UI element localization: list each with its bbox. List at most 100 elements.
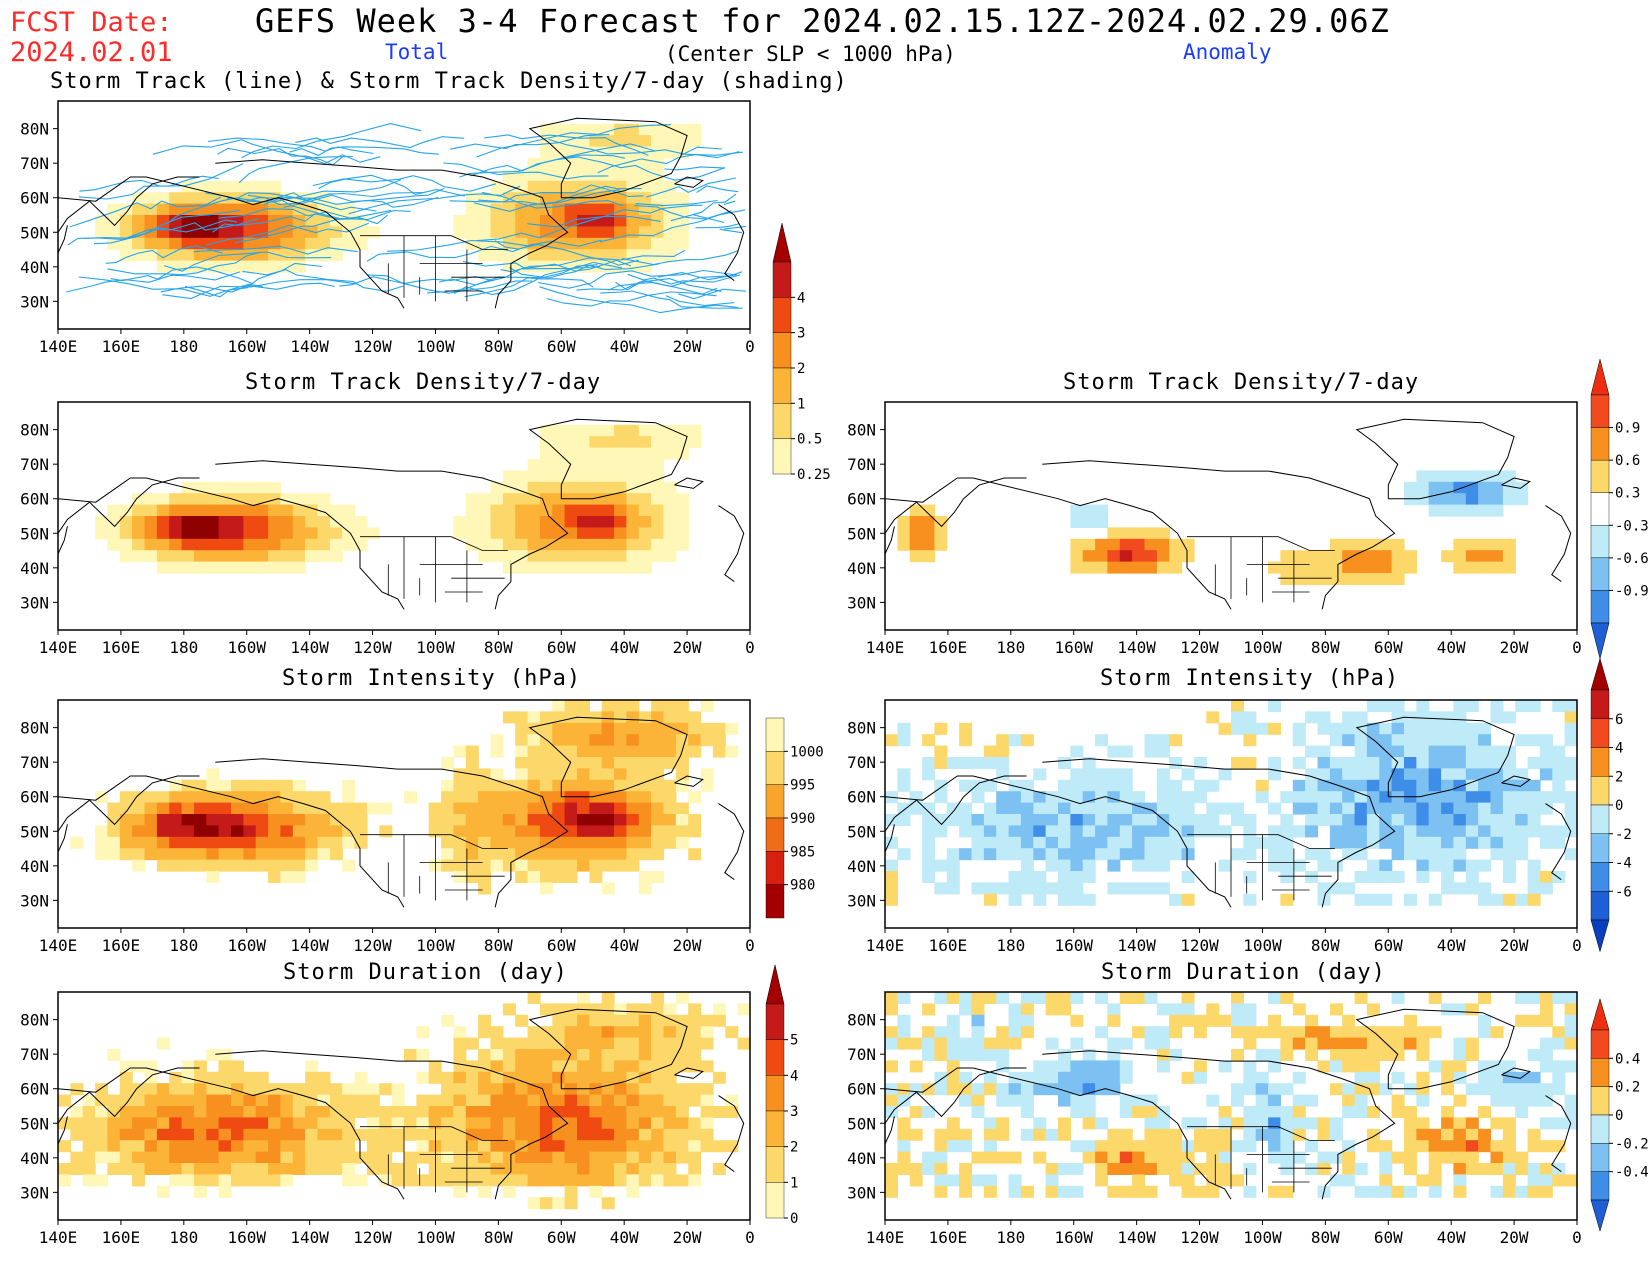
lat-tick-label: 50N <box>20 524 49 543</box>
lon-tick-label: 140W <box>290 638 329 657</box>
coastline <box>884 775 1232 908</box>
grid-cell <box>119 802 133 815</box>
grid-cell <box>688 1049 702 1061</box>
grid-cell <box>1144 1163 1158 1175</box>
grid-cell <box>577 836 590 849</box>
colorbar-label: 3 <box>790 1104 798 1120</box>
grid-cell <box>539 226 553 239</box>
grid-cell <box>132 825 146 838</box>
grid-cell <box>897 538 911 551</box>
grid-cell <box>614 700 628 712</box>
grid-cell <box>478 1140 492 1153</box>
lon-tick-label: 140E <box>866 936 905 955</box>
grid-cell <box>502 1163 516 1175</box>
grid-cell <box>1564 992 1578 1004</box>
grid-cell <box>1144 992 1158 1004</box>
grid-cell <box>1329 791 1343 804</box>
grid-cell <box>465 779 479 792</box>
grid-cell <box>1404 757 1417 769</box>
anomaly-column-label: Anomaly <box>1183 40 1272 64</box>
grid-cell <box>1441 1083 1455 1096</box>
grid-cell <box>292 516 306 528</box>
grid-cell <box>1465 550 1479 563</box>
grid-cell <box>231 1128 244 1141</box>
grid-cell <box>577 757 590 769</box>
lon-tick-label: 20W <box>673 337 702 356</box>
grid-cell <box>156 260 170 273</box>
grid-cell <box>280 527 294 540</box>
grid-cell <box>1243 1163 1257 1175</box>
grid-cell <box>1058 893 1071 906</box>
grid-cell <box>934 538 948 551</box>
grid-cell <box>651 504 665 517</box>
grid-cell <box>638 814 652 826</box>
grid-cell <box>144 1140 158 1153</box>
grid-cell <box>502 848 516 861</box>
grid-cell <box>206 180 220 193</box>
storm-track-line <box>69 196 222 228</box>
grid-cell <box>478 1163 492 1175</box>
grid-cell <box>1008 1151 1022 1164</box>
grid-cell <box>305 550 319 563</box>
grid-cell <box>1515 493 1529 506</box>
grid-cell <box>626 1037 640 1050</box>
grid-cell <box>1268 992 1282 1004</box>
grid-cell <box>119 203 133 216</box>
grid-cell <box>638 237 652 250</box>
grid-cell <box>1144 550 1158 563</box>
storm-track-line <box>494 240 639 266</box>
grid-cell <box>255 226 269 239</box>
grid-cell <box>193 1151 207 1164</box>
grid-cell <box>897 779 911 792</box>
grid-cell <box>601 1151 615 1164</box>
grid-cell <box>268 871 282 883</box>
grid-cell <box>515 538 529 551</box>
storm-track-line <box>462 259 632 272</box>
grid-cell <box>1453 538 1467 551</box>
grid-cell <box>552 871 566 883</box>
coastline <box>718 1095 745 1173</box>
grid-cell <box>107 1128 121 1141</box>
grid-cell <box>564 527 578 540</box>
grid-cell <box>1552 1083 1566 1096</box>
grid-cell <box>626 757 640 769</box>
grid-cell <box>490 1106 504 1118</box>
grid-cell <box>490 825 504 838</box>
grid-cell <box>1404 734 1417 747</box>
grid-cell <box>465 1174 479 1187</box>
grid-cell <box>1342 836 1356 849</box>
grid-cell <box>688 1151 702 1164</box>
grid-cell <box>1156 859 1170 872</box>
grid-cell <box>614 481 628 494</box>
grid-cell <box>255 859 269 872</box>
grid-cell <box>515 711 529 724</box>
lat-tick-label: 60N <box>847 490 876 509</box>
figure-title: GEFS Week 3-4 Forecast for 2024.02.15.12… <box>255 2 1390 40</box>
grid-cell <box>453 1174 467 1187</box>
grid-cell <box>502 481 516 494</box>
grid-cell <box>515 527 529 540</box>
grid-cell <box>169 527 183 540</box>
grid-cell <box>663 538 677 551</box>
grid-cell <box>971 848 985 861</box>
lon-tick-label: 120W <box>353 337 392 356</box>
grid-cell <box>119 1140 133 1153</box>
grid-cell <box>329 1083 343 1096</box>
grid-cell <box>1243 1106 1257 1118</box>
grid-cell <box>527 1197 541 1210</box>
grid-cell <box>1107 882 1121 895</box>
grid-cell <box>502 169 516 182</box>
grid-cell <box>885 1003 898 1016</box>
grid-cell <box>675 825 689 838</box>
lon-tick-label: 60W <box>547 337 576 356</box>
grid-cell <box>1156 1128 1170 1141</box>
grid-cell <box>243 779 257 792</box>
grid-cell <box>922 871 936 883</box>
grid-cell <box>1366 1049 1380 1061</box>
grid-cell <box>478 527 492 540</box>
grid-cell <box>1453 882 1467 895</box>
grid-cell <box>490 1151 504 1164</box>
grid-cell <box>1280 1140 1294 1153</box>
grid-cell <box>1119 527 1133 540</box>
